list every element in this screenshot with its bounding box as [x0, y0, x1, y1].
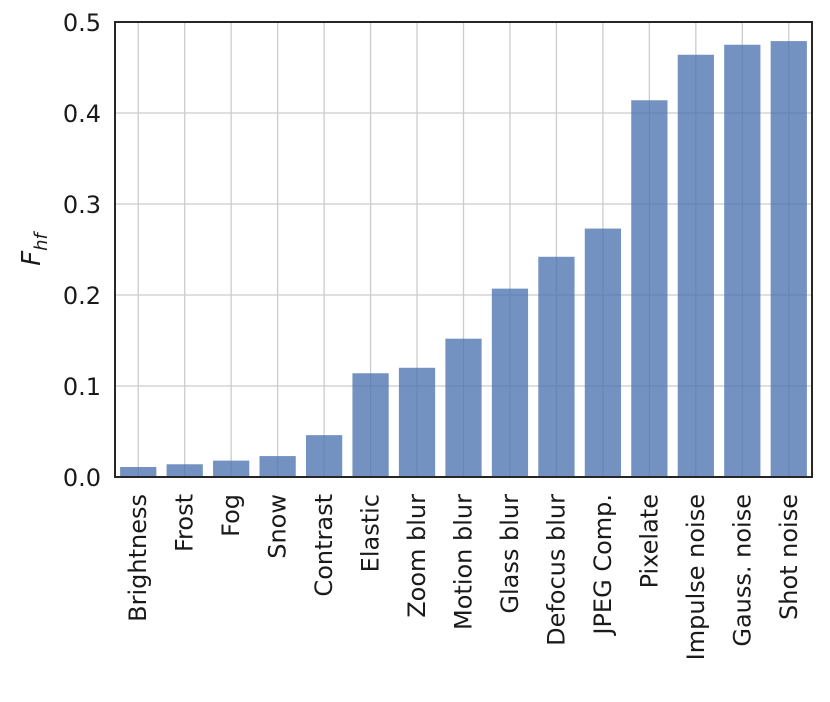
x-tick-label: Zoom blur — [403, 494, 431, 618]
bar-motion-blur — [445, 338, 482, 477]
x-tick-label: Motion blur — [450, 494, 478, 630]
x-tick-label: Pixelate — [635, 494, 663, 588]
x-tick-label: Brightness — [124, 494, 152, 622]
bar-fog — [213, 460, 250, 477]
bar-impulse-noise — [677, 54, 714, 477]
bar-elastic — [352, 373, 389, 477]
plot-frame — [114, 21, 813, 478]
y-axis-title: Fhf — [17, 230, 52, 265]
y-tick-label: 0.0 — [63, 464, 101, 492]
bar-pixelate — [631, 100, 668, 477]
y-axis-ticks: 0.0 0.1 0.2 0.3 0.4 0.5 — [63, 9, 101, 492]
y-tick-label: 0.3 — [63, 191, 101, 219]
bar-contrast — [305, 435, 343, 477]
x-tick-label: Contrast — [310, 494, 338, 597]
y-tick-label: 0.4 — [63, 100, 101, 128]
y-axis-title-main: F — [17, 250, 47, 266]
x-axis-ticks: Brightness Frost Fog Snow Contrast Elastic Zoo… — [124, 494, 803, 660]
x-tick-label: Elastic — [357, 494, 385, 572]
bar-brightness — [120, 466, 157, 477]
x-tick-label: Gauss. noise — [728, 494, 756, 647]
y-axis-title-subscript: hf — [31, 230, 52, 250]
x-tick-label: Shot noise — [775, 494, 803, 620]
x-tick-label: Defocus blur — [542, 494, 570, 646]
x-tick-label: Glass blur — [496, 494, 524, 614]
bar-glass-blur — [491, 288, 529, 477]
bar-zoom-blur — [398, 367, 436, 477]
bar-jpeg-comp — [584, 228, 622, 477]
y-tick-label: 0.5 — [63, 9, 101, 37]
y-tick-label: 0.2 — [63, 282, 101, 310]
x-tick-label: Impulse noise — [682, 494, 710, 660]
bar-defocus-blur — [538, 256, 575, 477]
x-tick-label: JPEG Comp. — [589, 494, 617, 637]
x-tick-label: Snow — [264, 494, 292, 559]
x-tick-label: Frost — [171, 494, 199, 552]
y-tick-label: 0.1 — [63, 373, 101, 401]
bar-frost — [166, 464, 203, 477]
bar-snow — [259, 456, 296, 477]
x-tick-label: Fog — [217, 494, 245, 537]
bar-shot-noise — [770, 41, 807, 478]
bars — [120, 41, 807, 478]
bar-gauss-noise — [724, 44, 761, 477]
